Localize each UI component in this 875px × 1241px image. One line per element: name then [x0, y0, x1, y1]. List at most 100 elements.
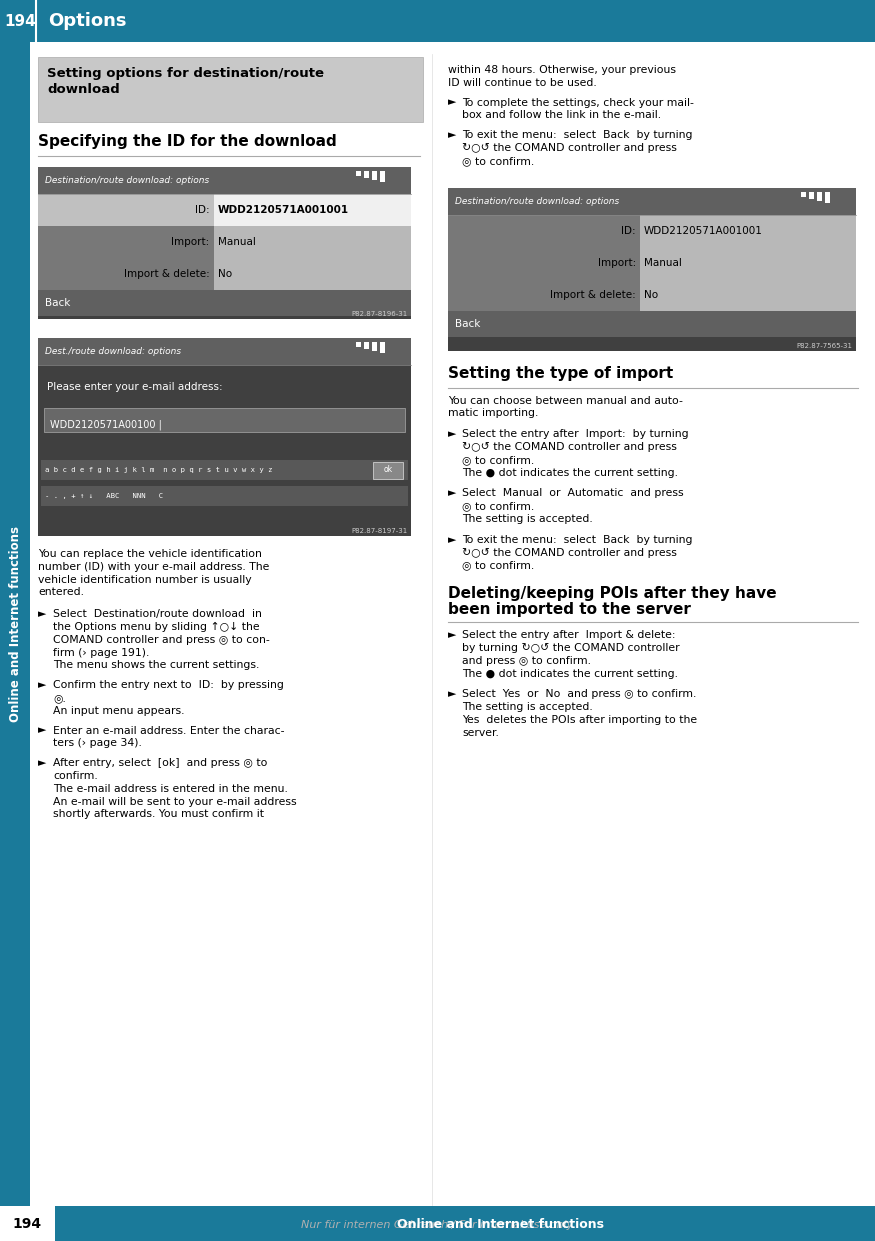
Text: ►: ►: [38, 758, 46, 768]
Bar: [214, 194, 411, 226]
Bar: [41, 460, 409, 480]
Text: P82.87-8196-31: P82.87-8196-31: [351, 311, 407, 316]
Bar: [38, 168, 411, 194]
Bar: [38, 338, 411, 365]
Text: The ● dot indicates the current setting.: The ● dot indicates the current setting.: [462, 468, 678, 478]
Text: a b c d e f g h i j k l m  n o p q r s t u v w x y z: a b c d e f g h i j k l m n o p q r s t …: [46, 467, 273, 473]
Bar: [372, 343, 377, 351]
Text: You can choose between manual and auto-: You can choose between manual and auto-: [448, 396, 683, 406]
Text: ◎ to confirm.: ◎ to confirm.: [462, 156, 535, 166]
Text: by turning ↻○↺ the COMAND controller: by turning ↻○↺ the COMAND controller: [462, 643, 680, 653]
Text: Destination/route download: options: Destination/route download: options: [46, 176, 210, 185]
Text: WDD2120571A001001: WDD2120571A001001: [218, 205, 349, 215]
Bar: [640, 247, 856, 278]
Text: COMAND controller and press ◎ to con-: COMAND controller and press ◎ to con-: [53, 635, 270, 645]
Bar: [356, 171, 361, 176]
Text: Manual: Manual: [218, 237, 256, 247]
Text: number (ID) with your e-mail address. The: number (ID) with your e-mail address. Th…: [38, 562, 270, 572]
Text: the Options menu by sliding ↑○↓ the: the Options menu by sliding ↑○↓ the: [53, 622, 260, 632]
Text: matic importing.: matic importing.: [448, 408, 538, 418]
Text: No: No: [218, 269, 232, 279]
Text: ID will continue to be used.: ID will continue to be used.: [448, 78, 597, 88]
Text: The setting is accepted.: The setting is accepted.: [462, 514, 593, 524]
Text: Online and Internet functions: Online and Internet functions: [9, 526, 22, 722]
Text: The ● dot indicates the current setting.: The ● dot indicates the current setting.: [462, 669, 678, 679]
Bar: [0, 42, 31, 1206]
Text: entered.: entered.: [38, 587, 84, 597]
Text: An e-mail will be sent to your e-mail address: An e-mail will be sent to your e-mail ad…: [53, 797, 297, 807]
Bar: [825, 191, 830, 202]
Text: ok: ok: [383, 465, 393, 474]
Bar: [38, 226, 214, 258]
Bar: [809, 191, 814, 199]
Bar: [640, 278, 856, 310]
Bar: [0, 1206, 55, 1241]
Bar: [38, 290, 411, 316]
Bar: [372, 171, 377, 180]
Text: The setting is accepted.: The setting is accepted.: [462, 702, 593, 712]
Text: Destination/route download: options: Destination/route download: options: [455, 196, 620, 206]
Text: within 48 hours. Otherwise, your previous: within 48 hours. Otherwise, your previou…: [448, 65, 676, 74]
Text: Nur für internen Gebrauch / For internal use only: Nur für internen Gebrauch / For internal…: [301, 1220, 573, 1230]
Text: Confirm the entry next to  ID:  by pressing: Confirm the entry next to ID: by pressin…: [53, 680, 284, 690]
Bar: [381, 171, 385, 182]
Text: The menu shows the current settings.: The menu shows the current settings.: [53, 660, 260, 670]
Text: ►: ►: [448, 130, 457, 140]
Bar: [801, 191, 806, 196]
Text: Setting the type of import: Setting the type of import: [448, 366, 674, 381]
Text: Options: Options: [48, 12, 127, 30]
Bar: [45, 408, 405, 432]
Bar: [41, 486, 409, 506]
Text: P82.87-7565-31: P82.87-7565-31: [796, 343, 852, 349]
Text: firm (› page 191).: firm (› page 191).: [53, 648, 150, 658]
Bar: [374, 462, 403, 479]
Bar: [448, 278, 640, 310]
Text: Import:: Import:: [172, 237, 210, 247]
Text: - . , + ↑ ↓   ABC   NNN   C: - . , + ↑ ↓ ABC NNN C: [46, 493, 164, 499]
Bar: [214, 226, 411, 258]
Bar: [640, 215, 856, 247]
Bar: [0, 1206, 875, 1241]
Text: ◎ to confirm.: ◎ to confirm.: [462, 561, 535, 571]
Bar: [448, 215, 640, 247]
Bar: [381, 343, 385, 352]
Bar: [38, 338, 411, 536]
Text: Setting options for destination/route: Setting options for destination/route: [47, 67, 325, 79]
Text: To exit the menu:  select  Back  by turning: To exit the menu: select Back by turning: [462, 130, 693, 140]
Text: been imported to the server: been imported to the server: [448, 602, 691, 617]
Bar: [38, 168, 411, 319]
Text: Select the entry after  Import:  by turning: Select the entry after Import: by turnin…: [462, 429, 689, 439]
Text: shortly afterwards. You must confirm it: shortly afterwards. You must confirm it: [53, 809, 264, 819]
Bar: [448, 187, 856, 351]
Bar: [38, 194, 214, 226]
Text: ►: ►: [448, 98, 457, 108]
Text: ►: ►: [448, 690, 457, 700]
Text: WDD2120571A00100 |: WDD2120571A00100 |: [51, 419, 162, 431]
Bar: [38, 57, 424, 122]
Bar: [448, 187, 856, 215]
Text: Back: Back: [46, 298, 71, 308]
Bar: [38, 258, 214, 290]
Bar: [356, 343, 361, 347]
Text: box and follow the link in the e-mail.: box and follow the link in the e-mail.: [462, 110, 662, 120]
Text: ►: ►: [38, 609, 46, 619]
Text: Select the entry after  Import & delete:: Select the entry after Import & delete:: [462, 630, 676, 640]
Text: ◎ to confirm.: ◎ to confirm.: [462, 501, 535, 511]
Text: Specifying the ID for the download: Specifying the ID for the download: [38, 134, 337, 149]
Bar: [0, 0, 875, 42]
Text: ►: ►: [38, 680, 46, 690]
Text: You can replace the vehicle identification: You can replace the vehicle identificati…: [38, 549, 262, 558]
Text: ters (› page 34).: ters (› page 34).: [53, 738, 143, 748]
Text: Dest./route download: options: Dest./route download: options: [46, 346, 181, 355]
Bar: [364, 343, 369, 349]
Text: Select  Manual  or  Automatic  and press: Select Manual or Automatic and press: [462, 489, 683, 499]
Text: P82.87-8197-31: P82.87-8197-31: [351, 527, 407, 534]
Bar: [364, 171, 369, 177]
Text: Import & delete:: Import & delete:: [550, 289, 636, 299]
Text: Please enter your e-mail address:: Please enter your e-mail address:: [47, 382, 223, 392]
Bar: [448, 310, 856, 336]
Text: ►: ►: [38, 726, 46, 736]
Text: Deleting/keeping POIs after they have: Deleting/keeping POIs after they have: [448, 586, 777, 601]
Text: After entry, select  [ok]  and press ◎ to: After entry, select [ok] and press ◎ to: [53, 758, 268, 768]
Text: ►: ►: [448, 489, 457, 499]
